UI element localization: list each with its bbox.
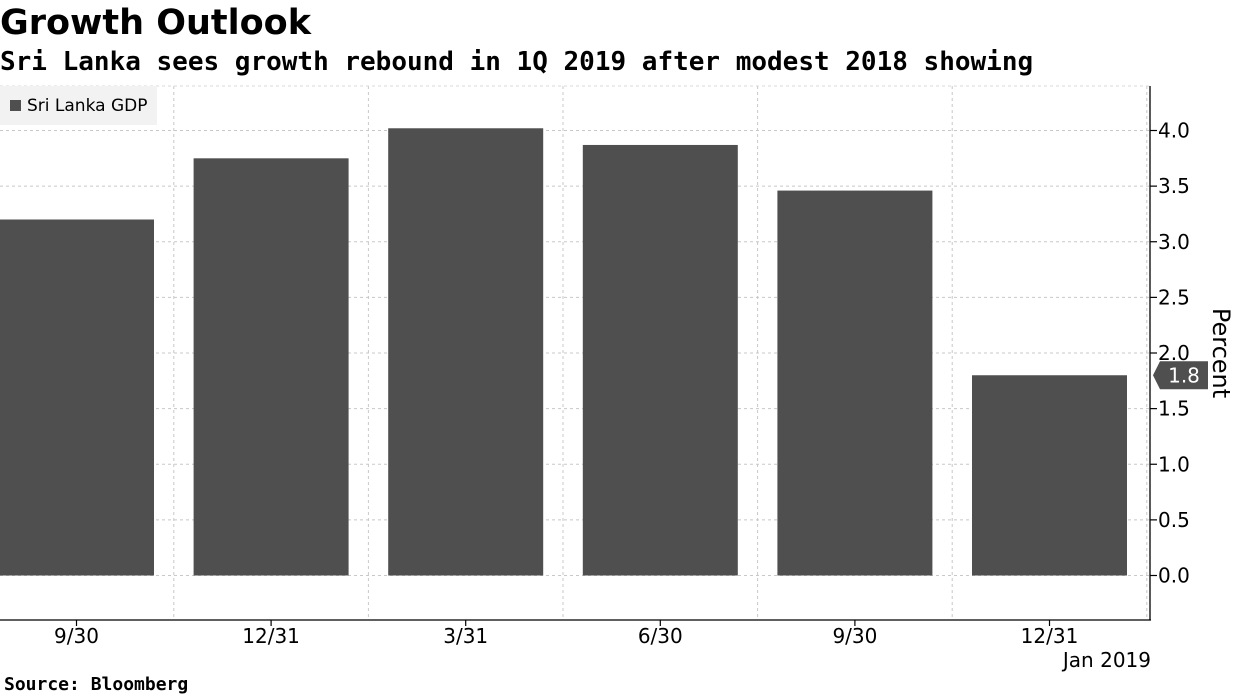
source-note: Source: Bloomberg bbox=[4, 674, 189, 695]
y-tick-label: 0.5 bbox=[1158, 508, 1190, 532]
legend-label: Sri Lanka GDP bbox=[27, 96, 147, 116]
bars bbox=[0, 128, 1127, 576]
x-tick-label: 12/31 bbox=[242, 624, 300, 648]
y-tick-label: 2.0 bbox=[1158, 341, 1190, 365]
x-tick-label: 6/30 bbox=[638, 624, 683, 648]
x-tick-label: 9/30 bbox=[832, 624, 877, 648]
gridlines bbox=[0, 86, 1150, 620]
y-tick-label: 2.5 bbox=[1158, 285, 1190, 309]
legend-swatch bbox=[10, 100, 21, 111]
y-tick-label: 4.0 bbox=[1158, 119, 1190, 143]
last-value-marker: 1.8 bbox=[1153, 361, 1208, 390]
y-tick-label: 0.0 bbox=[1158, 564, 1190, 588]
last-value-label: 1.8 bbox=[1168, 363, 1200, 387]
x-axis-sublabel: Jan 2019 bbox=[1061, 648, 1151, 672]
legend-box bbox=[0, 86, 157, 125]
x-ticks: 9/30 12/31 3/31 6/30 9/30 12/31 bbox=[54, 620, 1078, 648]
x-tick-label: 12/31 bbox=[1021, 624, 1079, 648]
bar bbox=[972, 375, 1127, 576]
bar bbox=[0, 219, 154, 576]
chart-subtitle: Sri Lanka sees growth rebound in 1Q 2019… bbox=[0, 47, 1034, 77]
chart-title: Growth Outlook bbox=[0, 3, 311, 43]
bar bbox=[193, 158, 349, 576]
y-tick-label: 3.5 bbox=[1158, 174, 1190, 198]
bar bbox=[777, 190, 933, 576]
y-tick-label: 1.5 bbox=[1158, 397, 1190, 421]
bar bbox=[388, 128, 544, 576]
y-axis-label: Percent bbox=[1207, 308, 1235, 398]
last-value-tag bbox=[1153, 361, 1208, 390]
bar bbox=[582, 144, 738, 576]
x-tick-label: 3/31 bbox=[443, 624, 488, 648]
y-tick-label: 3.0 bbox=[1158, 230, 1190, 254]
legend: Sri Lanka GDP bbox=[0, 86, 157, 125]
x-tick-label: 9/30 bbox=[54, 624, 99, 648]
y-tick-label: 1.0 bbox=[1158, 452, 1190, 476]
y-ticks: 0.0 0.5 1.0 1.5 2.0 2.5 3.0 3.5 4.0 bbox=[1150, 119, 1190, 588]
